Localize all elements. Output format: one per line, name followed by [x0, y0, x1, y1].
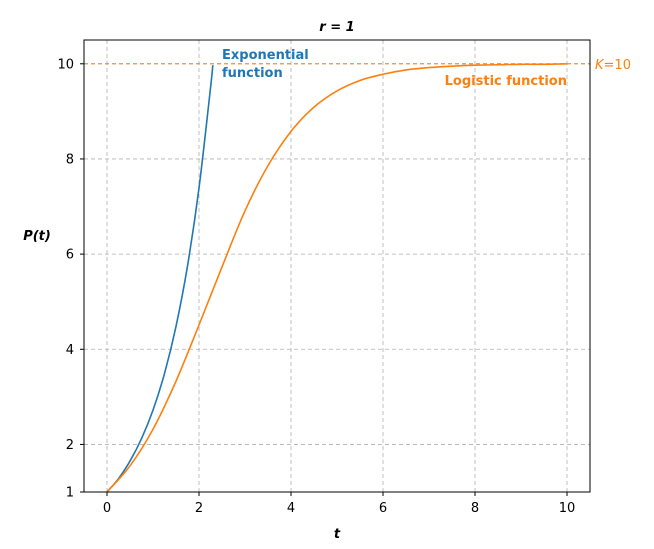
y-tick-label: 1	[66, 486, 74, 501]
x-tick-label: 10	[559, 501, 576, 516]
plot-frame	[83, 39, 591, 493]
exponential-annotation: Exponential function	[222, 48, 313, 81]
y-tick-label: 2	[66, 438, 74, 453]
x-axis-label: t	[334, 527, 341, 542]
x-tick-label: 0	[103, 501, 111, 516]
exponential-annotation-line-2: function	[222, 66, 283, 81]
grid	[84, 40, 590, 492]
exponential-annotation-line-1: Exponential	[222, 48, 309, 63]
chart-title: r = 1	[319, 20, 354, 35]
k-symbol: K	[595, 58, 605, 73]
x-tick-label: 8	[471, 501, 479, 516]
y-tick-label: 6	[66, 248, 74, 263]
x-tick-label: 6	[379, 501, 387, 516]
y-tick-label: 10	[57, 57, 74, 72]
k-reference-label: K=10	[595, 58, 631, 73]
x-tick-label: 4	[287, 501, 295, 516]
y-tick-label: 8	[66, 152, 74, 167]
logistic-annotation: Logistic function	[445, 74, 567, 89]
x-tick-label: 2	[195, 501, 203, 516]
series-layer	[84, 62, 590, 492]
y-tick-label: 4	[66, 343, 74, 358]
logistic-annotation-line-1: Logistic function	[445, 74, 567, 89]
logistic-series-line	[106, 62, 568, 492]
exponential-series-line	[106, 65, 214, 492]
k-value: =10	[604, 58, 631, 73]
y-axis-label: P(t)	[23, 229, 51, 244]
